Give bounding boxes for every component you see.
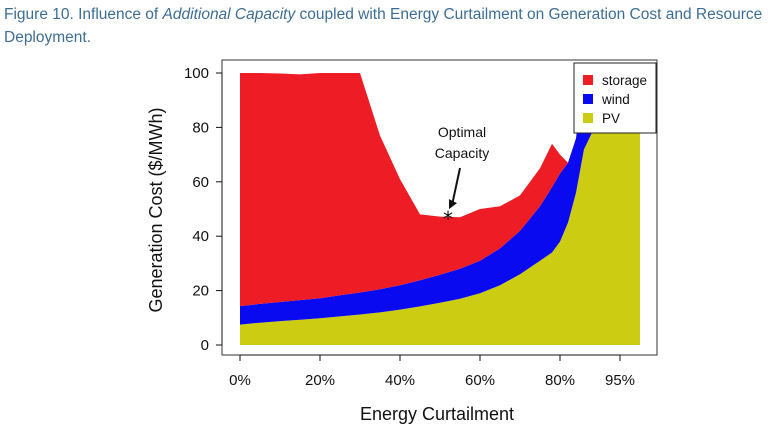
x-tick-label: 95%	[605, 372, 635, 389]
legend-swatch-pv	[583, 113, 593, 123]
annotation-line2: Capacity	[435, 145, 489, 161]
legend-label-wind: wind	[601, 92, 630, 107]
y-tick-label: 60	[192, 174, 209, 191]
annotation-arrow-line	[451, 167, 461, 206]
optimal-annotation: Optimal Capacity *	[435, 124, 489, 231]
area-pv	[240, 127, 640, 346]
legend-swatch-storage	[583, 75, 593, 85]
legend-label-pv: PV	[602, 111, 620, 126]
x-tick-label: 80%	[545, 372, 575, 389]
y-tick-label: 80	[192, 119, 209, 136]
x-axis-title: Energy Curtailment	[360, 404, 514, 424]
x-tick-label: 20%	[305, 372, 335, 389]
annotation-arrowhead	[449, 199, 457, 210]
area-storage	[240, 73, 640, 307]
y-axis-title: Generation Cost ($/MWh)	[146, 107, 166, 312]
optimum-marker: *	[443, 207, 453, 231]
caption-suffix: coupled with Energy Curtailment on Gener…	[4, 6, 763, 46]
y-tick-label: 40	[192, 228, 209, 245]
annotation-line1: Optimal	[438, 124, 486, 140]
x-tick-label: 0%	[229, 372, 251, 389]
x-tick-label: 40%	[385, 372, 415, 389]
axes: 0 20 40 60 80 100 0% 20% 40% 60% 80% 95% Energy Curt…	[146, 65, 635, 424]
legend: storage wind PV	[573, 62, 657, 134]
figure-caption: Figure 10. Influence of Additional Capac…	[4, 3, 764, 49]
legend-swatch-wind	[583, 94, 593, 104]
caption-prefix: Figure 10. Influence of	[4, 6, 163, 23]
x-tick-label: 60%	[465, 372, 495, 389]
y-tick-label: 20	[192, 283, 209, 300]
legend-label-storage: storage	[602, 73, 647, 88]
y-tick-label: 100	[184, 65, 209, 82]
y-tick-label: 0	[201, 337, 209, 354]
caption-emphasis: Additional Capacity	[162, 6, 296, 23]
